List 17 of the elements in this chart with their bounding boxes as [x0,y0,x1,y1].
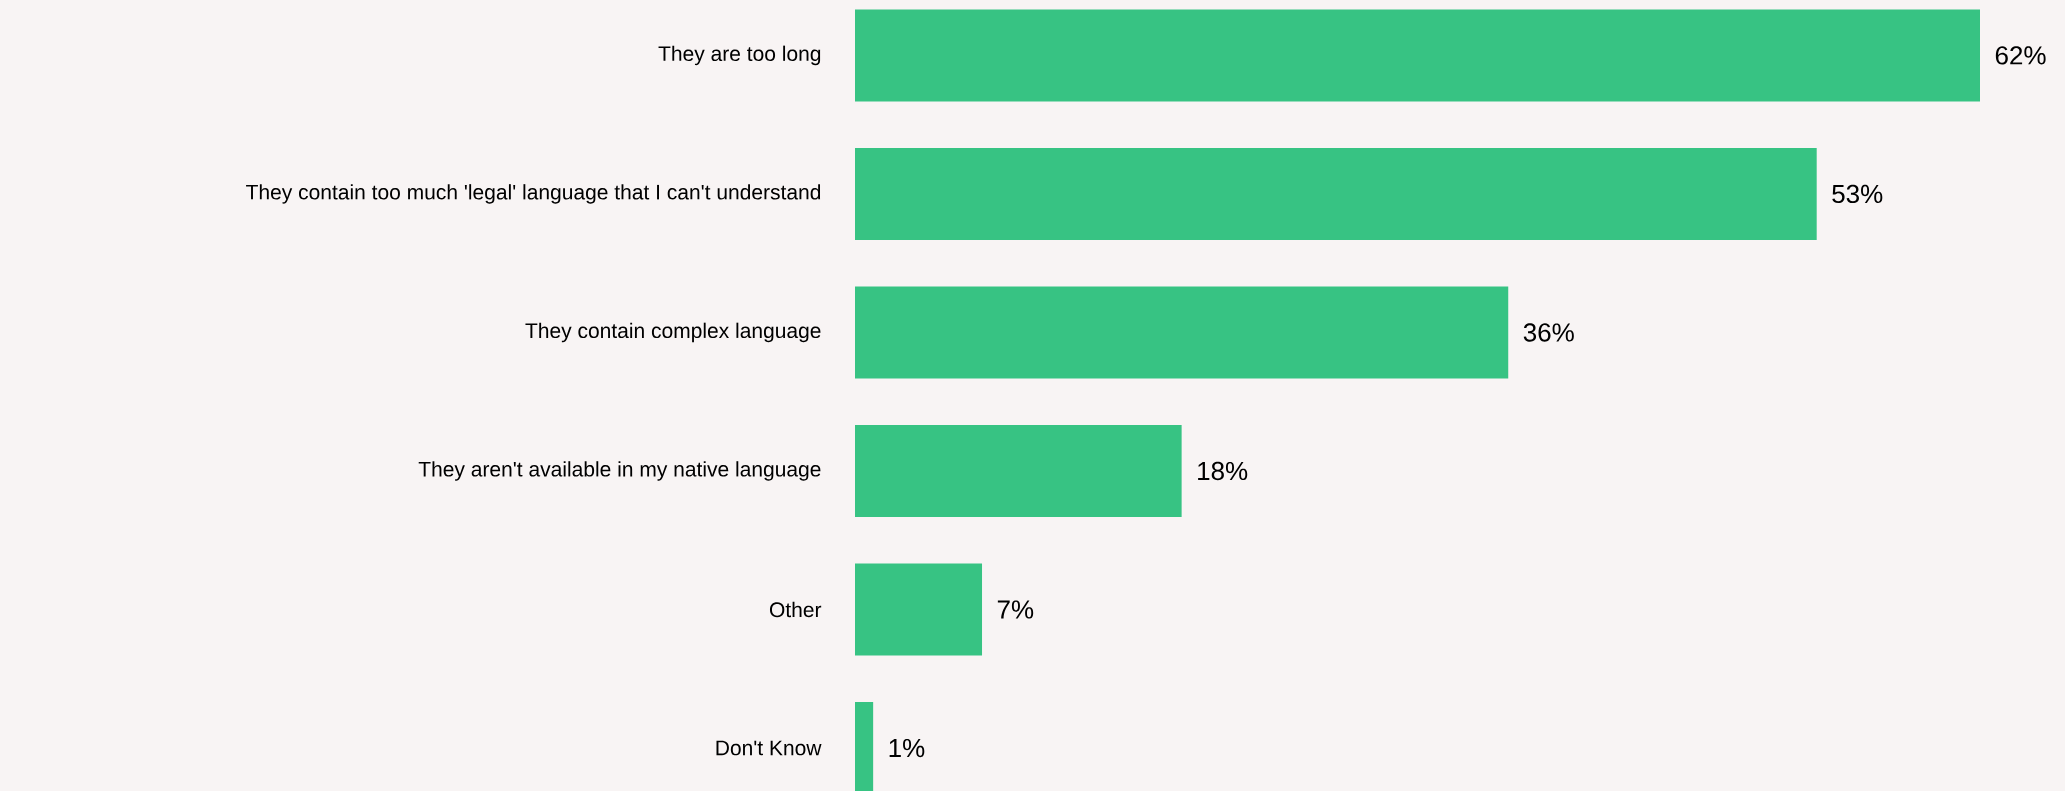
bar [855,563,983,656]
y-tick-label: They contain complex language [525,322,821,343]
y-tick-label: They aren't available in my native language [418,461,821,481]
data-label: 1% [889,738,925,758]
y-tick-label: Don't Know [716,740,822,756]
bar [855,286,1509,379]
data-label: 53% [1832,184,1883,204]
y-tick-label: They contain too much 'legal' language that I can't understand [246,184,821,204]
bar [855,147,1817,240]
data-label: 36% [1523,323,1574,342]
data-label: 7% [997,600,1034,619]
bar [855,424,1182,517]
data-label: 18% [1198,461,1248,481]
y-tick-label: Other [769,601,822,618]
data-label: 62% [1995,46,2046,65]
y-tick-label: They are too long [658,45,821,66]
bar [855,9,1980,102]
